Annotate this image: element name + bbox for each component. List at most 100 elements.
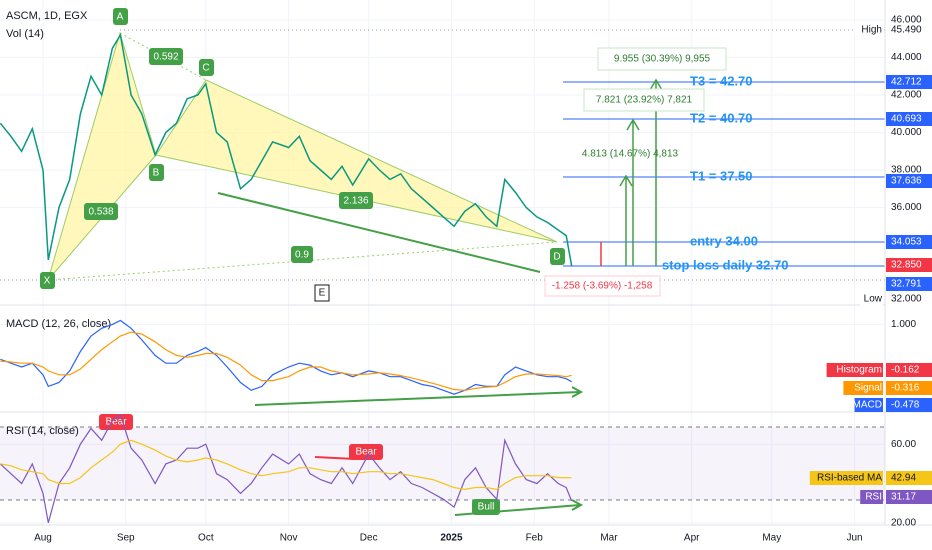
point-label: E [319, 288, 326, 299]
ratio-badge [149, 48, 183, 65]
signal-label: Bear [355, 447, 377, 458]
tag-box [886, 258, 932, 272]
x-tick-label: Aug [34, 533, 52, 544]
tag-box [886, 381, 932, 395]
x-tick-label: Apr [684, 533, 700, 544]
point-label: A [117, 12, 124, 23]
x-tick-label: Jun [847, 533, 863, 544]
target-label: T3 = 42.70 [690, 73, 753, 88]
point-label: D [553, 252, 560, 263]
point-badge [113, 8, 128, 25]
tag-label: Low [864, 294, 883, 305]
ratio-label: 0.592 [153, 52, 178, 63]
target-label: T2 = 40.70 [690, 110, 753, 125]
tag-box [886, 398, 932, 412]
ratio-label: 2.136 [343, 196, 368, 207]
tag-value: -0.316 [891, 383, 920, 394]
tag-box [886, 363, 932, 377]
x-tick-label: May [762, 533, 781, 544]
y-tick-label: 40.000 [891, 127, 922, 138]
ratio-badge [84, 203, 118, 220]
measure-box [544, 275, 661, 297]
chart-title: ASCM, 1D, EGX [6, 10, 88, 22]
pattern-points: A B C D X E 0.592 0.538 2.136 0.9 [40, 8, 565, 302]
point-badge [40, 272, 55, 289]
tag-box [886, 75, 932, 89]
signal-label: Bear [105, 417, 127, 428]
tag-value: 32.000 [891, 294, 922, 305]
pattern-ac [119, 32, 207, 81]
point-label: C [202, 63, 209, 74]
x-tick-label: Feb [526, 533, 544, 544]
y-tick-label: 38.000 [891, 165, 922, 176]
tag-label-box [860, 292, 883, 306]
target-label: entry 34.00 [690, 233, 758, 248]
tag-box [886, 235, 932, 249]
tag-value: 34.053 [891, 237, 922, 248]
ratio-badge [291, 246, 313, 263]
point-badge [314, 284, 330, 302]
point-badge [149, 164, 164, 181]
series-line [0, 439, 572, 491]
tag-label: High [861, 25, 882, 36]
tag-box [886, 490, 932, 504]
tag-label: RSI [865, 492, 882, 503]
y-tick-label: 60.00 [891, 439, 916, 450]
tag-value: -0.162 [891, 365, 920, 376]
signal-badge [349, 444, 383, 460]
macd-divergence [254, 386, 584, 406]
x-tick-label: Oct [198, 533, 214, 544]
bear-line [314, 456, 356, 460]
target-label: stop loss daily 32.70 [662, 257, 788, 272]
y-tick-label: 44.000 [891, 52, 922, 63]
marks: 46.000 44.000 42.000 40.000 38.000 36.000 1.00… [0, 15, 922, 544]
tag-label-box [843, 381, 883, 395]
x-tick-label: Mar [600, 533, 618, 544]
tags: High 45.490 42.712 40.693 37.636 34.053 32.850… [809, 23, 932, 504]
tag-box [886, 112, 932, 126]
ratio-label: 0.9 [295, 250, 309, 261]
tag-box [886, 174, 932, 188]
series-line [0, 331, 572, 391]
tag-label: Signal [854, 383, 882, 394]
point-badge [199, 59, 214, 76]
y-tick-label: 1.000 [891, 319, 916, 330]
tag-label-box [826, 363, 883, 377]
tag-value: 42.712 [891, 77, 922, 88]
point-label: B [153, 168, 160, 179]
grid [0, 0, 885, 525]
measure-label: 4.813 (14.67%) 4,813 [582, 149, 679, 160]
ratio-badge [339, 192, 373, 209]
x-tick-label: Sep [117, 533, 135, 544]
measure-box [597, 47, 727, 71]
tag-value: 37.636 [891, 176, 922, 187]
target-label: T1 = 37.50 [690, 168, 753, 183]
tag-label: Histogram [836, 365, 882, 376]
x-tick-label: 2025 [440, 533, 463, 544]
tag-box [886, 292, 932, 306]
measure-label: 9.955 (30.39%) 9,955 [614, 54, 711, 65]
y-tick-label: 46.000 [891, 15, 922, 26]
tag-label: MACD [853, 400, 882, 411]
tag-value: -0.478 [891, 400, 920, 411]
x-tick-label: Nov [280, 533, 298, 544]
measure-label: -1.258 (-3.69%) -1,258 [552, 281, 653, 292]
tag-value: 32.791 [891, 279, 922, 290]
tag-value: 45.490 [891, 25, 922, 36]
series-line [0, 33, 573, 266]
tag-label-box [860, 490, 883, 504]
measure-box [583, 88, 705, 112]
series-line [0, 319, 572, 395]
point-badge [550, 248, 565, 265]
pane-title: RSI (14, close) [6, 425, 79, 437]
tag-label-box [809, 471, 883, 485]
tag-value: 42.94 [891, 473, 916, 484]
rsi-band [0, 427, 885, 500]
tag-value: 40.693 [891, 114, 922, 125]
pane-title: MACD (12, 26, close) [6, 318, 111, 330]
measure-arrows [600, 78, 663, 266]
x-tick-label: Dec [360, 533, 378, 544]
tag-value: 31.17 [891, 492, 916, 503]
